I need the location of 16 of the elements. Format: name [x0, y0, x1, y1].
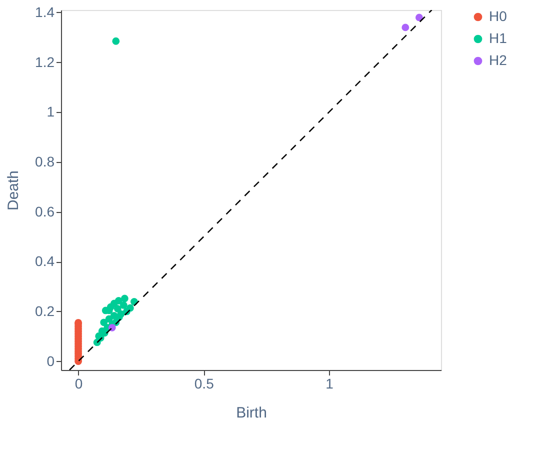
legend-label: H2	[489, 52, 508, 68]
x-tick-label: 0.5	[194, 376, 214, 392]
y-tick-label: 0.8	[35, 153, 55, 170]
y-tick-label: 0.6	[35, 203, 55, 220]
y-tick-label: 1.4	[35, 4, 55, 20]
y-tick-label: 0.4	[35, 253, 55, 270]
y-tick-label: 0.2	[35, 302, 55, 319]
y-axis-title: Death	[5, 170, 22, 211]
y-tick-label: 1.2	[35, 54, 55, 70]
x-tick-label: 0	[74, 376, 83, 392]
y-tick-label: 1	[46, 104, 55, 120]
legend-label: H0	[489, 8, 508, 24]
y-tick-label: 0	[46, 352, 55, 369]
legend-label: H1	[489, 30, 508, 46]
x-axis-title: Birth	[236, 404, 267, 422]
x-tick-label: 1	[326, 376, 334, 392]
